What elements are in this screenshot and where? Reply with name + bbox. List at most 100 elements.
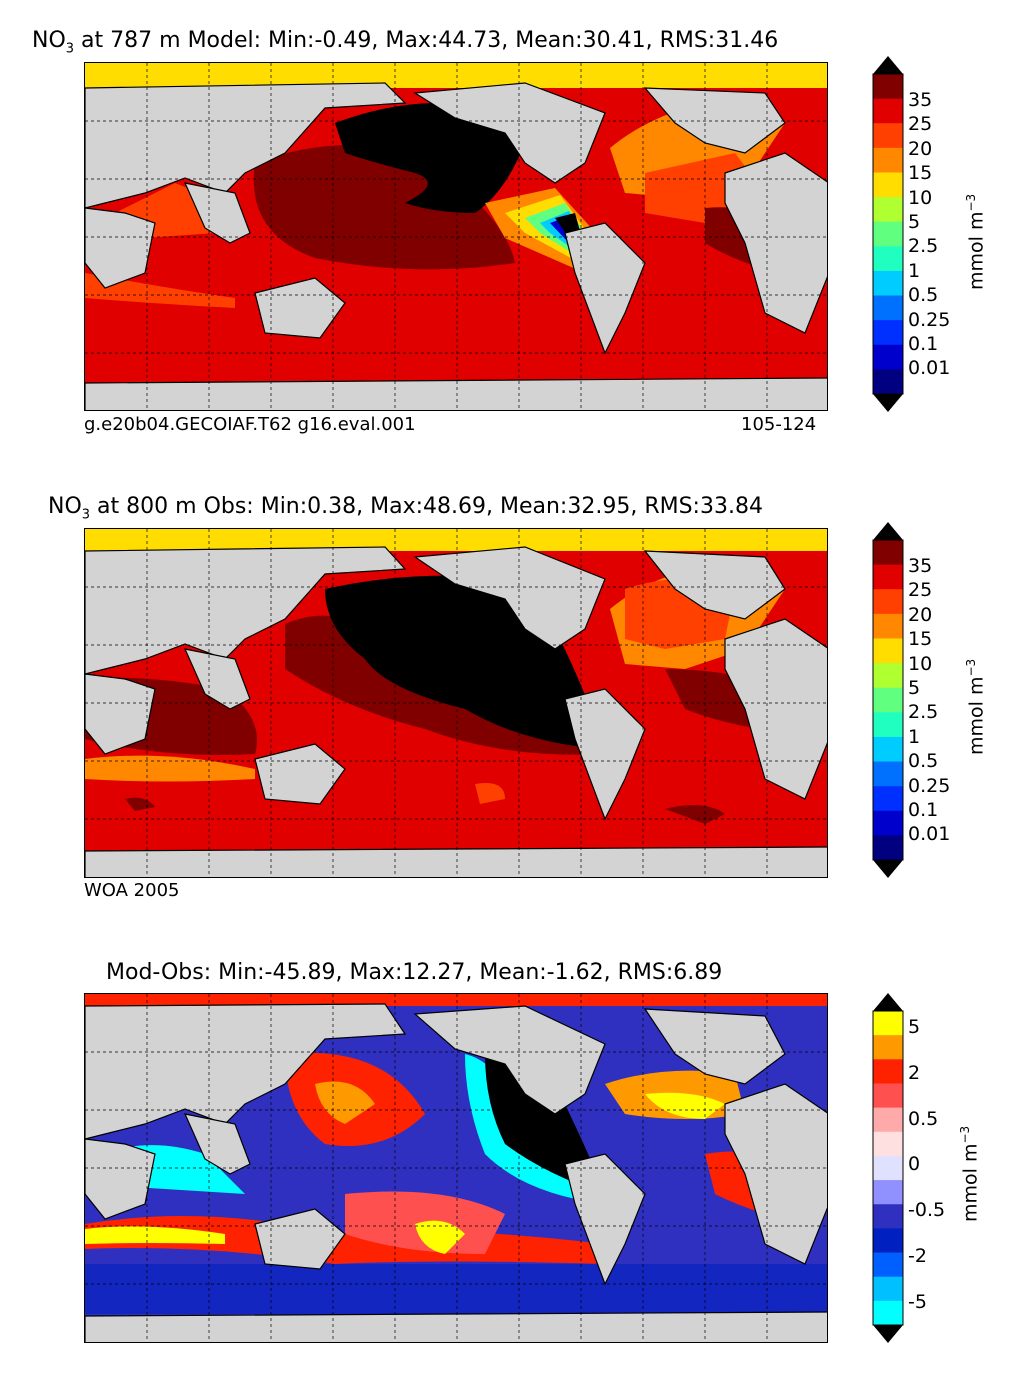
panel2-colorbar-swatch xyxy=(873,613,903,639)
panel1-colorbar-tick-label: 10 xyxy=(908,186,933,209)
panel1-colorbar-swatch xyxy=(873,221,903,247)
panel3-title: Mod-Obs: Min:-45.89, Max:12.27, Mean:-1.… xyxy=(106,960,722,988)
panel1-title: NO3 at 787 m Model: Min:-0.49, Max:44.73… xyxy=(32,28,778,56)
panel2-colorbar-swatch xyxy=(873,638,903,664)
panel1-colorbar-tick-label: 0.01 xyxy=(908,357,951,380)
panel1-map-plot xyxy=(85,63,827,410)
panel3-colorbar-extend-max xyxy=(873,993,903,1011)
panel2-colorbar-swatch xyxy=(873,736,903,763)
panel1-colorbar-swatch xyxy=(873,123,903,149)
panel1-colorbar-swatch xyxy=(873,246,903,272)
panel1-colorbar-tick-label: 5 xyxy=(908,211,921,233)
panel1-colorbar-swatch xyxy=(873,270,903,297)
panel2-colorbar-extend-max xyxy=(873,522,903,540)
panel2-colorbar-tick-label: 0.5 xyxy=(908,750,939,773)
panel2-colorbar-swatch xyxy=(873,564,903,590)
panel3-colorbar-tick-label: 0 xyxy=(908,1153,921,1176)
panel2-colorbar-swatch xyxy=(873,786,903,812)
panel2-colorbar-swatch xyxy=(873,687,903,713)
panel3-map-plot xyxy=(85,994,827,1342)
panel2-colorbar-tick-label: 25 xyxy=(908,579,933,602)
panel3-colorbar-tick-label: -2 xyxy=(908,1245,927,1267)
panel1-colorbar-tick-label: 0.25 xyxy=(908,308,951,331)
panel3-colorbar-swatch xyxy=(873,1180,903,1205)
panel1-unit-label: mmol m−3 xyxy=(964,194,987,290)
panel2-unit-label: mmol m−3 xyxy=(964,659,987,755)
panel3-colorbar-swatch xyxy=(873,1252,903,1278)
panel1-map xyxy=(84,62,828,411)
panel1-colorbar-tick-label: 35 xyxy=(908,89,933,111)
panel3-colorbar-swatch xyxy=(873,1276,903,1302)
panel2-colorbar-swatch xyxy=(873,810,903,836)
panel2-unit-text: mmol m xyxy=(965,676,988,755)
panel2-colorbar-tick-label: 2.5 xyxy=(908,701,939,724)
panel1-colorbar-tick-label: 25 xyxy=(908,113,933,136)
panel2-colorbar-tick-label: 5 xyxy=(908,677,921,699)
panel1-colorbar-swatch xyxy=(873,344,903,370)
panel3-unit-label: mmol m−3 xyxy=(958,1126,981,1222)
panel1-colorbar-swatch xyxy=(873,320,903,346)
panel2-title-sub: 3 xyxy=(81,507,91,523)
panel2-title-species: NO xyxy=(48,494,82,519)
panel2-colorbar-tick-label: 10 xyxy=(908,652,933,675)
panel2-colorbar-swatch xyxy=(873,589,903,615)
panel1-caption-left: g.e20b04.GECOIAF.T62 g16.eval.001 xyxy=(84,414,416,435)
panel3-colorbar-extend-min xyxy=(873,1325,903,1343)
panel3-unit-text: mmol m xyxy=(959,1143,982,1222)
panel1-colorbar-frame xyxy=(872,73,904,395)
panel3-colorbar-tick-label: 2 xyxy=(908,1061,921,1084)
panel1-colorbar-tick-label: 20 xyxy=(908,137,933,160)
panel3-colorbar-tick-label: 5 xyxy=(908,1016,921,1038)
panel1-title-species: NO xyxy=(32,28,66,53)
panel1-colorbar-swatch xyxy=(873,369,903,395)
panel3-colorbar-swatch xyxy=(873,1228,903,1254)
panel3-colorbar-swatch xyxy=(873,1131,903,1157)
panel2-colorbar-svg xyxy=(872,522,904,878)
panel3-colorbar-swatch xyxy=(873,1059,903,1084)
panel3-colorbar-swatch xyxy=(873,1155,903,1181)
panel2-colorbar-tick-label: 1 xyxy=(908,725,921,748)
panel1-colorbar xyxy=(872,56,904,412)
panel1-unit-exp: −3 xyxy=(964,193,978,212)
panel3-colorbar-svg xyxy=(872,993,904,1343)
panel2-colorbar-swatch xyxy=(873,712,903,738)
panel1-title-stats: at 787 m Model: Min:-0.49, Max:44.73, Me… xyxy=(74,28,779,53)
panel2-colorbar-tick-label: 35 xyxy=(908,555,933,577)
panel1-colorbar-tick-label: 1 xyxy=(908,259,921,282)
panel2-title-stats: at 800 m Obs: Min:0.38, Max:48.69, Mean:… xyxy=(90,494,763,519)
panel1-unit-text: mmol m xyxy=(965,211,988,290)
panel2-map xyxy=(84,528,828,878)
panel3-colorbar-tick-label: 0.5 xyxy=(908,1107,939,1130)
panel3-title-stats: Mod-Obs: Min:-45.89, Max:12.27, Mean:-1.… xyxy=(106,960,723,985)
panel3-map xyxy=(84,993,828,1343)
panel2-colorbar-frame xyxy=(872,539,904,861)
panel1-colorbar-extend-min xyxy=(873,394,903,412)
panel3-unit-exp: −3 xyxy=(958,1125,972,1144)
panel2-colorbar-swatch xyxy=(873,540,903,566)
panel1-colorbar-tick-label: 2.5 xyxy=(908,235,939,258)
panel1-colorbar-swatch xyxy=(873,197,903,223)
panel3-colorbar-swatch xyxy=(873,1035,903,1060)
panel2-colorbar-swatch xyxy=(873,663,903,689)
panel2-colorbar-tick-label: 0.25 xyxy=(908,774,951,797)
panel2-colorbar-swatch xyxy=(873,835,903,861)
panel3-colorbar xyxy=(872,993,904,1343)
panel2-title: NO3 at 800 m Obs: Min:0.38, Max:48.69, M… xyxy=(48,494,763,522)
panel3-colorbar-frame xyxy=(872,1010,904,1326)
panel2-caption-left: WOA 2005 xyxy=(84,880,180,901)
panel3-colorbar-swatch xyxy=(873,1083,903,1109)
panel1-colorbar-tick-label: 0.1 xyxy=(908,333,939,355)
panel1-colorbar-tick-label: 15 xyxy=(908,162,933,185)
panel1-colorbar-extend-max xyxy=(873,56,903,74)
panel1-colorbar-tick-label: 0.5 xyxy=(908,284,939,307)
panel3-colorbar-swatch xyxy=(873,1300,903,1326)
panel1-colorbar-swatch xyxy=(873,74,903,100)
panel2-colorbar-tick-label: 15 xyxy=(908,628,933,651)
panel1-colorbar-swatch xyxy=(873,295,903,321)
panel2-unit-exp: −3 xyxy=(964,658,978,677)
panel3-colorbar-swatch xyxy=(873,1107,903,1133)
panel1-colorbar-svg xyxy=(872,56,904,412)
panel1-colorbar-swatch xyxy=(873,172,903,198)
panel3-colorbar-swatch xyxy=(873,1204,903,1229)
panel3-colorbar-tick-label: -5 xyxy=(908,1290,927,1313)
